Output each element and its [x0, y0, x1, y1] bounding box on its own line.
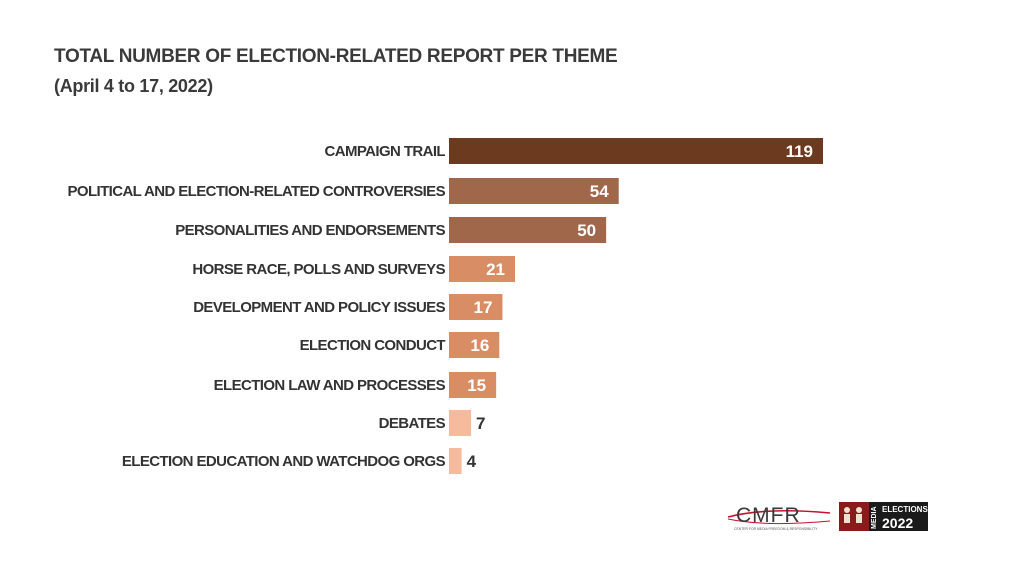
category-label: ELECTION EDUCATION AND WATCHDOG ORGS: [122, 453, 446, 470]
category-label: CAMPAIGN TRAIL: [325, 143, 446, 160]
media-logo-text: MEDIA: [871, 506, 878, 529]
bar: [449, 138, 823, 164]
bar: [449, 256, 515, 282]
category-label: DEBATES: [379, 415, 446, 432]
category-label: ELECTION CONDUCT: [300, 337, 446, 354]
bar: [449, 410, 471, 436]
cmfr-logo-subtext: CENTER FOR MEDIA FREEDOM & RESPONSIBILIT…: [734, 527, 818, 531]
media-elections-logo: MEDIA ELECTIONS 2022: [839, 502, 928, 531]
elections-logo-text: ELECTIONS: [882, 505, 928, 514]
bar: [449, 217, 607, 243]
value-label: 54: [590, 182, 609, 201]
value-label: 4: [467, 452, 477, 471]
value-label: 15: [467, 376, 486, 395]
category-label: PERSONALITIES AND ENDORSEMENTS: [175, 222, 445, 239]
value-label: 17: [474, 298, 493, 317]
year-logo-text: 2022: [882, 515, 913, 531]
bar: [449, 448, 462, 474]
bar: [449, 178, 619, 204]
category-label: ELECTION LAW AND PROCESSES: [214, 377, 446, 394]
value-label: 21: [486, 260, 505, 279]
value-label: 119: [786, 142, 813, 161]
value-label: 7: [476, 414, 485, 433]
sponsor-logos: CMFR CENTER FOR MEDIA FREEDOM & RESPONSI…: [727, 502, 928, 531]
value-label: 50: [577, 221, 596, 240]
chart-title: TOTAL NUMBER OF ELECTION-RELATED REPORT …: [54, 46, 618, 67]
cmfr-logo-text: CMFR: [736, 504, 801, 527]
bar: [449, 372, 497, 398]
category-label: POLITICAL AND ELECTION-RELATED CONTROVER…: [67, 183, 445, 200]
category-label: DEVELOPMENT AND POLICY ISSUES: [193, 299, 445, 316]
chart-subtitle: (April 4 to 17, 2022): [54, 76, 213, 96]
cmfr-logo: CMFR CENTER FOR MEDIA FREEDOM & RESPONSI…: [727, 504, 831, 531]
category-label: HORSE RACE, POLLS AND SURVEYS: [192, 261, 445, 278]
bar: [449, 294, 503, 320]
value-label: 16: [470, 336, 489, 355]
bar: [449, 332, 500, 358]
